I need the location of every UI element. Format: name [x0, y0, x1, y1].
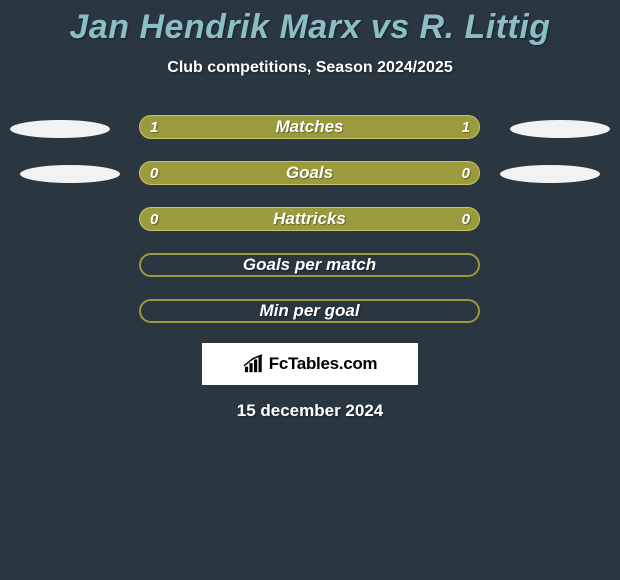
stat-bar: Min per goal — [139, 299, 480, 323]
stats-container: Matches 1 1 Goals 0 0 Hattricks 0 0 Goal… — [0, 115, 620, 323]
stat-bar: Goals per match — [139, 253, 480, 277]
player-right-flag-icon — [500, 165, 600, 183]
stat-label: Goals — [286, 163, 333, 183]
stat-value-left: 1 — [150, 115, 158, 139]
stat-label: Min per goal — [259, 301, 359, 321]
player-left-flag-icon — [10, 120, 110, 138]
player-right-flag-icon — [510, 120, 610, 138]
bar-chart-icon — [243, 354, 265, 374]
stat-label: Hattricks — [273, 209, 346, 229]
stat-row: Goals per match — [0, 253, 620, 277]
stat-value-left: 0 — [150, 207, 158, 231]
stat-value-right: 0 — [462, 207, 470, 231]
stat-bar: Matches — [139, 115, 480, 139]
stat-label: Goals per match — [243, 255, 376, 275]
stat-value-left: 0 — [150, 161, 158, 185]
comparison-subtitle: Club competitions, Season 2024/2025 — [0, 59, 620, 77]
stat-bar: Hattricks — [139, 207, 480, 231]
stat-row: Goals 0 0 — [0, 161, 620, 185]
stat-value-right: 0 — [462, 161, 470, 185]
stat-row: Hattricks 0 0 — [0, 207, 620, 231]
stat-row: Min per goal — [0, 299, 620, 323]
snapshot-date: 15 december 2024 — [0, 401, 620, 421]
brand-text: FcTables.com — [269, 354, 378, 374]
stat-label: Matches — [275, 117, 343, 137]
source-brand: FcTables.com — [202, 343, 418, 385]
stat-bar: Goals — [139, 161, 480, 185]
comparison-title: Jan Hendrik Marx vs R. Littig — [0, 0, 620, 47]
stat-row: Matches 1 1 — [0, 115, 620, 139]
player-left-flag-icon — [20, 165, 120, 183]
stat-value-right: 1 — [462, 115, 470, 139]
